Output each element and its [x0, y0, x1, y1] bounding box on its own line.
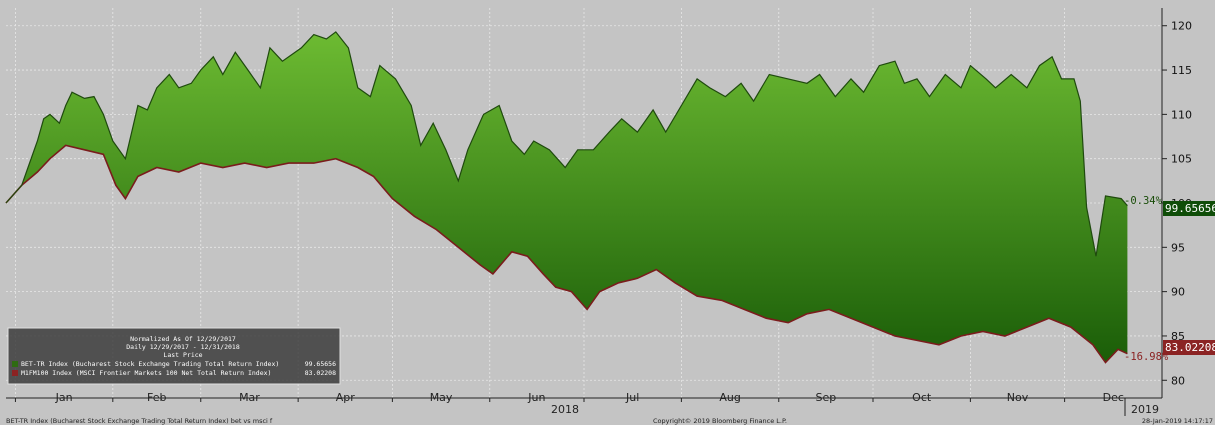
year-label-2019: 2019	[1131, 403, 1159, 416]
legend-background	[7, 327, 341, 385]
legend-entry-bet-value: 99.65656	[305, 360, 336, 368]
spread-fill-area	[6, 31, 1128, 363]
year-label-2018: 2018	[551, 403, 579, 416]
footer-copyright: Copyright© 2019 Bloomberg Finance L.P.	[653, 417, 787, 425]
y-tick-label: 115	[1171, 64, 1192, 77]
msci-change-pct: -16.98%	[1124, 351, 1169, 363]
legend-column-header: Last Price	[163, 351, 202, 359]
bet-change-pct: -0.34%	[1124, 195, 1163, 207]
legend-title: Normalized As Of 12/29/2017	[130, 335, 236, 343]
bet-end-badge: 99.65656	[1163, 201, 1215, 216]
msci-end-value: 83.02208	[1165, 341, 1215, 354]
legend-entry-bet-label: BET-TR Index (Bucharest Stock Exchange T…	[21, 360, 279, 368]
series-line-bet	[5, 31, 1128, 257]
legend-box: Normalized As Of 12/29/2017 Daily 12/29/…	[7, 327, 341, 385]
msci-end-badge: 83.02208	[1163, 340, 1215, 355]
y-axis: 80859095100105110115120	[1162, 20, 1192, 387]
bet-end-value: 99.65656	[1165, 202, 1215, 215]
legend-entry-msci-value: 83.02208	[305, 369, 336, 377]
legend-swatch-bet	[12, 361, 18, 367]
y-tick-label: 105	[1171, 153, 1192, 166]
y-tick-label: 120	[1171, 20, 1192, 33]
legend-swatch-msci	[12, 370, 18, 376]
y-tick-label: 80	[1171, 374, 1185, 387]
series-line-msci	[5, 144, 1128, 364]
y-tick-label: 110	[1171, 108, 1192, 121]
legend-subtitle: Daily 12/29/2017 - 12/31/2018	[126, 343, 240, 351]
y-tick-label: 85	[1171, 330, 1185, 343]
legend-entry-msci-label: M1FM100 Index (MSCI Frontier Markets 100…	[21, 369, 271, 377]
footer-timestamp: 28-Jan-2019 14:17:17	[1142, 417, 1213, 425]
footer-left: BET-TR Index (Bucharest Stock Exchange T…	[6, 417, 273, 425]
msci-end-badge-bg	[1163, 340, 1215, 355]
y-tick-label: 90	[1171, 286, 1185, 299]
y-tick-label: 95	[1171, 241, 1185, 254]
bet-end-badge-bg	[1163, 201, 1215, 216]
x-axis: Jan Feb Mar Apr May Jun Jul Aug Sep Oct Nov Dec	[6, 391, 1162, 404]
